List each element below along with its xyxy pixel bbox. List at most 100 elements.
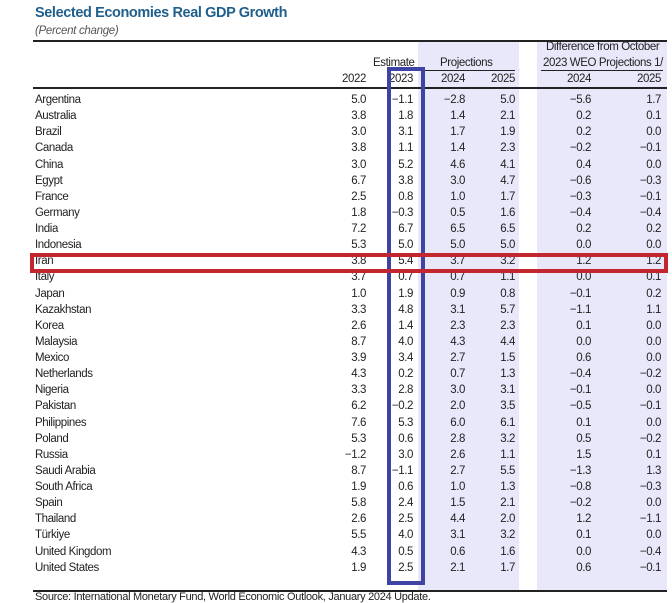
value-cell: 1.9 [500, 126, 515, 139]
value-cell: −5.6 [569, 94, 592, 106]
table-row: Malaysia 8.7 4.0 4.3 4.4 0.0 0.0 [0, 335, 672, 351]
value-cell: 0.0 [646, 319, 661, 332]
country-name: Mexico [35, 352, 70, 364]
table-row: Russia −1.2 3.0 2.6 1.1 1.5 0.1 [0, 448, 672, 464]
value-cell: −0.8 [569, 481, 592, 493]
country-name: Korea [35, 319, 64, 332]
value-cell: 0.2 [646, 223, 661, 235]
value-cell: 1.2 [646, 255, 661, 268]
value-cell: 0.0 [646, 239, 661, 252]
value-cell: 1.3 [646, 464, 661, 477]
value-cell: 6.5 [450, 223, 465, 235]
table-row: Mexico 3.9 3.4 2.7 1.5 0.6 0.0 [0, 351, 672, 367]
table-body: Argentina 5.0 −1.1 −2.8 5.0 −5.6 1.7 Australia 3… [0, 93, 672, 577]
country-name: Thailand [35, 513, 76, 526]
value-cell: 3.1 [450, 529, 465, 542]
value-cell: 2.4 [398, 497, 413, 510]
country-name: South Africa [35, 481, 93, 493]
value-cell: −0.4 [639, 545, 662, 558]
value-cell: 5.3 [351, 432, 366, 445]
table-row: China 3.0 5.2 4.6 4.1 0.4 0.0 [0, 158, 672, 174]
table-row: Pakistan 6.2 −0.2 2.0 3.5 −0.5 −0.1 [0, 399, 672, 415]
value-cell: −0.3 [639, 481, 662, 493]
value-cell: 5.5 [351, 529, 366, 542]
value-cell: 3.4 [398, 352, 413, 364]
value-cell: 0.1 [576, 319, 591, 332]
country-name: Nigeria [35, 384, 69, 397]
value-cell: −0.3 [391, 206, 414, 219]
value-cell: 2.3 [450, 319, 465, 332]
value-cell: 6.2 [351, 400, 366, 413]
table-row: Brazil 3.0 3.1 1.7 1.9 0.2 0.0 [0, 125, 672, 141]
value-cell: 1.4 [398, 319, 413, 332]
year-header-2022: 2022 [342, 73, 366, 85]
value-cell: 0.8 [398, 190, 413, 203]
value-cell: 2.6 [351, 319, 366, 332]
value-cell: 0.7 [398, 271, 413, 284]
table-subtitle: (Percent change) [35, 25, 119, 37]
value-cell: 0.5 [576, 432, 591, 445]
value-cell: 6.7 [351, 174, 366, 187]
value-cell: 1.2 [576, 255, 591, 268]
value-cell: 5.4 [398, 255, 413, 268]
country-name: United States [35, 561, 99, 574]
value-cell: 3.1 [500, 384, 515, 397]
value-cell: 1.5 [576, 448, 591, 461]
value-cell: 2.1 [500, 110, 515, 123]
value-cell: −0.4 [569, 206, 592, 219]
value-cell: −0.1 [639, 190, 662, 203]
value-cell: 3.8 [351, 255, 366, 268]
value-cell: 3.1 [450, 303, 465, 316]
value-cell: 0.0 [576, 271, 591, 284]
country-name: Malaysia [35, 335, 78, 348]
value-cell: 8.7 [351, 335, 366, 348]
country-name: Netherlands [35, 368, 93, 381]
country-name: Indonesia [35, 239, 82, 252]
value-cell: 1.5 [500, 352, 515, 364]
country-name: Saudi Arabia [35, 464, 96, 477]
value-cell: 6.0 [450, 416, 465, 429]
value-cell: −1.1 [391, 464, 414, 477]
value-cell: 0.2 [646, 287, 661, 300]
value-cell: −0.2 [569, 142, 592, 155]
table-row: France 2.5 0.8 1.0 1.7 −0.3 −0.1 [0, 190, 672, 206]
table-row: Kazakhstan 3.3 4.8 3.1 5.7 −1.1 1.1 [0, 303, 672, 319]
country-name: Poland [35, 432, 69, 445]
value-cell: 0.6 [450, 545, 465, 558]
country-name: Russia [35, 448, 68, 461]
table-row: Philippines 7.6 5.3 6.0 6.1 0.1 0.0 [0, 416, 672, 432]
value-cell: 5.0 [500, 94, 515, 106]
country-name: Türkiye [35, 529, 70, 542]
table-row: Italy 3.7 0.7 0.7 1.1 0.0 0.1 [0, 270, 672, 286]
value-cell: −0.1 [639, 561, 662, 574]
value-cell: 6.1 [500, 416, 515, 429]
value-cell: −0.2 [569, 497, 592, 510]
value-cell: 2.6 [450, 448, 465, 461]
value-cell: 0.2 [576, 110, 591, 123]
value-cell: 4.3 [450, 335, 465, 348]
value-cell: 8.7 [351, 464, 366, 477]
country-name: Germany [35, 206, 80, 219]
value-cell: −0.1 [639, 400, 662, 413]
top-rule [33, 40, 667, 42]
value-cell: 1.2 [576, 513, 591, 526]
difference-header-line1: Difference from October [546, 41, 660, 53]
value-cell: 3.0 [351, 126, 366, 139]
value-cell: 1.8 [398, 110, 413, 123]
value-cell: 4.0 [398, 529, 413, 542]
highlight-iran-row [30, 253, 668, 273]
value-cell: 0.1 [576, 529, 591, 542]
value-cell: 1.1 [398, 142, 413, 155]
value-cell: 2.8 [398, 384, 413, 397]
value-cell: 3.0 [450, 174, 465, 187]
table-row: Spain 5.8 2.4 1.5 2.1 −0.2 0.0 [0, 496, 672, 512]
value-cell: 1.9 [351, 561, 366, 574]
year-header-2023: 2023 [389, 73, 413, 85]
country-name: United Kingdom [35, 545, 112, 558]
value-cell: −0.3 [569, 190, 592, 203]
value-cell: −1.1 [639, 513, 662, 526]
value-cell: 3.9 [351, 352, 366, 364]
value-cell: 0.0 [576, 335, 591, 348]
value-cell: 1.4 [450, 142, 465, 155]
value-cell: 4.4 [500, 335, 515, 348]
